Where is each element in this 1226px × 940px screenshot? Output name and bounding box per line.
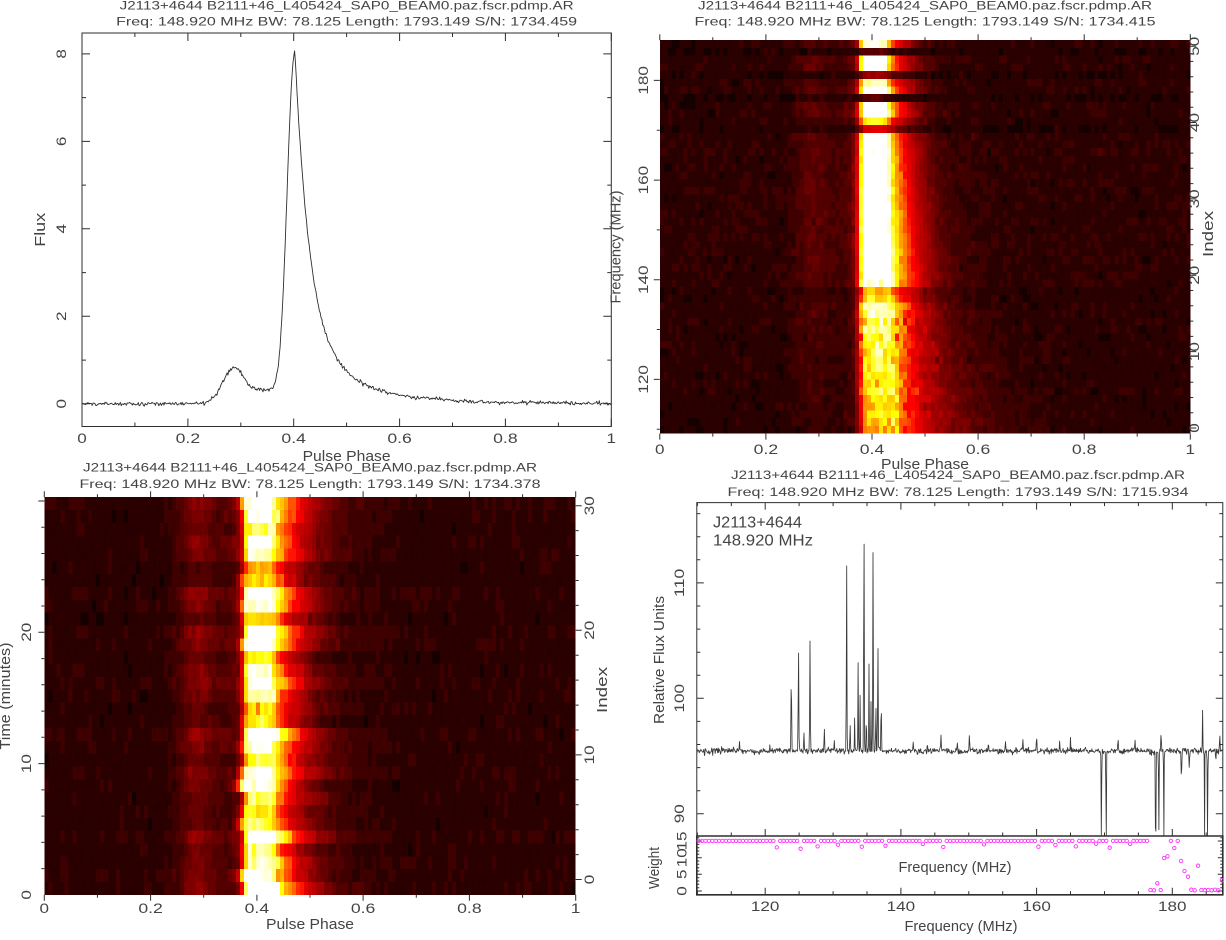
svg-text:Pulse Phase: Pulse Phase [266, 917, 354, 933]
svg-text:6: 6 [54, 137, 69, 147]
svg-text:Freq: 148.920 MHz BW: 78.125 L: Freq: 148.920 MHz BW: 78.125 Length: 179… [695, 15, 1156, 29]
svg-text:0.4: 0.4 [860, 442, 885, 457]
svg-text:148.920 MHz: 148.920 MHz [713, 533, 813, 550]
svg-text:Frequency (MHz): Frequency (MHz) [609, 191, 625, 304]
svg-text:Frequency (MHz): Frequency (MHz) [905, 919, 1018, 935]
svg-text:Time (minutes): Time (minutes) [0, 643, 14, 750]
svg-text:10: 10 [19, 754, 34, 773]
svg-text:120: 120 [751, 899, 780, 914]
svg-text:J2113+4644 B2111+46_L405424_SA: J2113+4644 B2111+46_L405424_SAP0_BEAM0.p… [83, 460, 537, 474]
svg-text:0: 0 [675, 886, 690, 896]
svg-text:0.2: 0.2 [754, 442, 779, 457]
svg-text:4: 4 [54, 223, 69, 233]
svg-text:1: 1 [571, 901, 581, 916]
svg-text:0.2: 0.2 [138, 901, 163, 916]
svg-text:0.8: 0.8 [493, 431, 518, 446]
svg-text:10: 10 [1187, 342, 1202, 361]
svg-text:40: 40 [1187, 113, 1202, 132]
svg-text:Pulse Phase: Pulse Phase [303, 449, 391, 465]
svg-text:30: 30 [582, 496, 597, 515]
svg-text:5: 5 [675, 870, 690, 880]
svg-text:Pulse Phase: Pulse Phase [881, 457, 969, 473]
svg-text:100: 100 [672, 684, 687, 713]
svg-text:0: 0 [655, 442, 665, 457]
svg-text:Freq: 148.920 MHz BW: 78.125 L: Freq: 148.920 MHz BW: 78.125 Length: 179… [80, 477, 541, 491]
svg-text:20: 20 [582, 621, 597, 640]
svg-text:J2113+4644 B2111+46_L405424_SA: J2113+4644 B2111+46_L405424_SAP0_BEAM0.p… [698, 0, 1152, 12]
svg-text:0: 0 [582, 875, 597, 885]
svg-text:J2113+4644: J2113+4644 [713, 515, 802, 532]
svg-text:Weight: Weight [647, 847, 663, 889]
svg-text:J2113+4644 B2111+46_L405424_SA: J2113+4644 B2111+46_L405424_SAP0_BEAM0.p… [120, 0, 574, 12]
svg-text:0.8: 0.8 [1072, 442, 1097, 457]
svg-text:1: 1 [607, 431, 617, 446]
svg-text:0.4: 0.4 [281, 431, 306, 446]
svg-text:2: 2 [54, 312, 69, 322]
svg-text:180: 180 [1158, 899, 1187, 914]
svg-text:Relative Flux Units: Relative Flux Units [652, 596, 668, 724]
svg-text:Freq: 148.920 MHz BW: 78.125 L: Freq: 148.920 MHz BW: 78.125 Length: 179… [728, 485, 1189, 499]
svg-text:0: 0 [19, 890, 34, 900]
svg-text:0.2: 0.2 [176, 431, 201, 446]
svg-text:Index: Index [595, 666, 611, 713]
svg-text:0: 0 [77, 431, 87, 446]
svg-text:10: 10 [675, 848, 690, 867]
svg-text:110: 110 [672, 569, 687, 598]
svg-text:Index: Index [1201, 210, 1217, 257]
svg-text:120: 120 [636, 365, 651, 394]
svg-text:30: 30 [1187, 189, 1202, 208]
svg-text:0.4: 0.4 [245, 901, 270, 916]
svg-text:20: 20 [19, 623, 34, 642]
svg-text:Flux: Flux [33, 212, 49, 247]
svg-text:50: 50 [1187, 37, 1202, 56]
svg-text:160: 160 [636, 166, 651, 195]
svg-text:0: 0 [40, 901, 50, 916]
svg-text:0: 0 [54, 399, 69, 409]
svg-text:10: 10 [582, 745, 597, 764]
svg-text:Frequency (MHz): Frequency (MHz) [899, 860, 1012, 876]
svg-text:1: 1 [1186, 442, 1196, 457]
svg-text:20: 20 [1187, 266, 1202, 285]
svg-text:8: 8 [54, 49, 69, 59]
svg-text:0.6: 0.6 [387, 431, 412, 446]
svg-text:0.6: 0.6 [966, 442, 991, 457]
svg-text:140: 140 [636, 265, 651, 294]
svg-text:J2113+4644 B2111+46_L405424_SA: J2113+4644 B2111+46_L405424_SAP0_BEAM0.p… [731, 468, 1185, 482]
svg-text:90: 90 [672, 804, 687, 823]
svg-text:140: 140 [887, 899, 916, 914]
svg-text:0: 0 [1187, 423, 1202, 433]
svg-text:0.8: 0.8 [457, 901, 482, 916]
svg-text:160: 160 [1022, 899, 1051, 914]
svg-text:180: 180 [636, 66, 651, 95]
svg-text:15: 15 [675, 832, 690, 851]
svg-text:0.6: 0.6 [351, 901, 376, 916]
svg-text:Freq: 148.920 MHz BW: 78.125 L: Freq: 148.920 MHz BW: 78.125 Length: 179… [116, 15, 577, 29]
